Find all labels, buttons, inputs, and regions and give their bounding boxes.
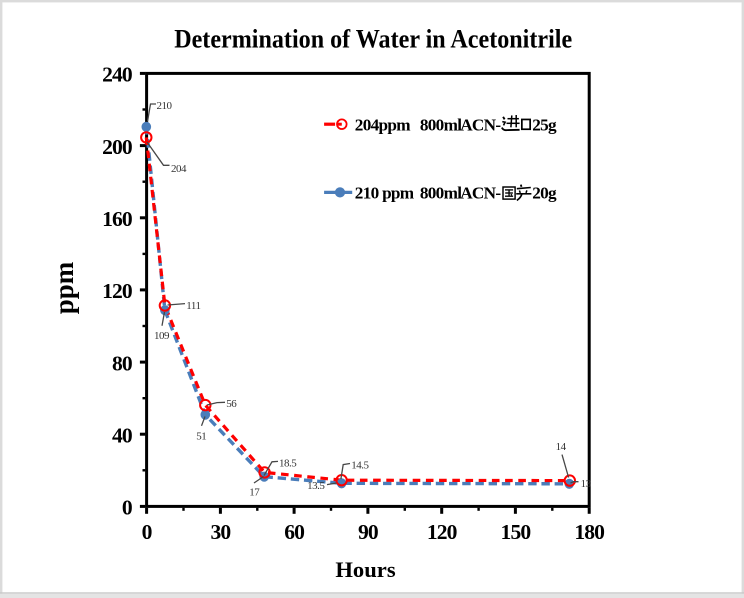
svg-text:20g: 20g	[532, 184, 557, 203]
svg-text:0: 0	[122, 496, 132, 520]
svg-text:ACN-: ACN-	[460, 184, 501, 203]
svg-text:210 ppm: 210 ppm	[355, 184, 415, 203]
svg-text:30: 30	[211, 520, 231, 544]
svg-text:160: 160	[102, 207, 132, 231]
svg-text:204: 204	[171, 163, 187, 175]
svg-text:Determination of Water in Acet: Determination of Water in Acetonitrile	[174, 24, 572, 54]
svg-text:ACN-: ACN-	[460, 115, 501, 134]
svg-text:ppm: ppm	[49, 261, 79, 314]
svg-text:120: 120	[427, 520, 457, 544]
svg-text:13: 13	[581, 478, 592, 490]
svg-text:210: 210	[157, 100, 173, 112]
svg-text:204ppm: 204ppm	[355, 115, 411, 134]
svg-text:240: 240	[102, 63, 132, 87]
svg-text:800ml: 800ml	[420, 115, 462, 134]
svg-text:180: 180	[574, 520, 604, 544]
svg-text:56: 56	[226, 398, 237, 410]
svg-text:120: 120	[102, 279, 132, 303]
svg-text:0: 0	[142, 520, 152, 544]
svg-text:111: 111	[186, 300, 200, 312]
svg-text:40: 40	[112, 424, 132, 448]
svg-text:13.5: 13.5	[307, 480, 325, 492]
svg-text:800ml: 800ml	[420, 184, 462, 203]
svg-text:60: 60	[284, 520, 304, 544]
svg-text:80: 80	[112, 351, 132, 375]
svg-text:51: 51	[196, 431, 206, 443]
svg-text:200: 200	[102, 135, 132, 159]
svg-text:109: 109	[154, 330, 170, 342]
svg-text:Hours: Hours	[335, 557, 395, 582]
svg-text:14: 14	[556, 441, 567, 453]
svg-text:14.5: 14.5	[351, 460, 369, 472]
svg-text:25g: 25g	[532, 115, 557, 134]
svg-text:18.5: 18.5	[279, 458, 297, 470]
svg-text:17: 17	[249, 486, 260, 498]
svg-text:150: 150	[501, 520, 531, 544]
svg-text:90: 90	[358, 520, 378, 544]
